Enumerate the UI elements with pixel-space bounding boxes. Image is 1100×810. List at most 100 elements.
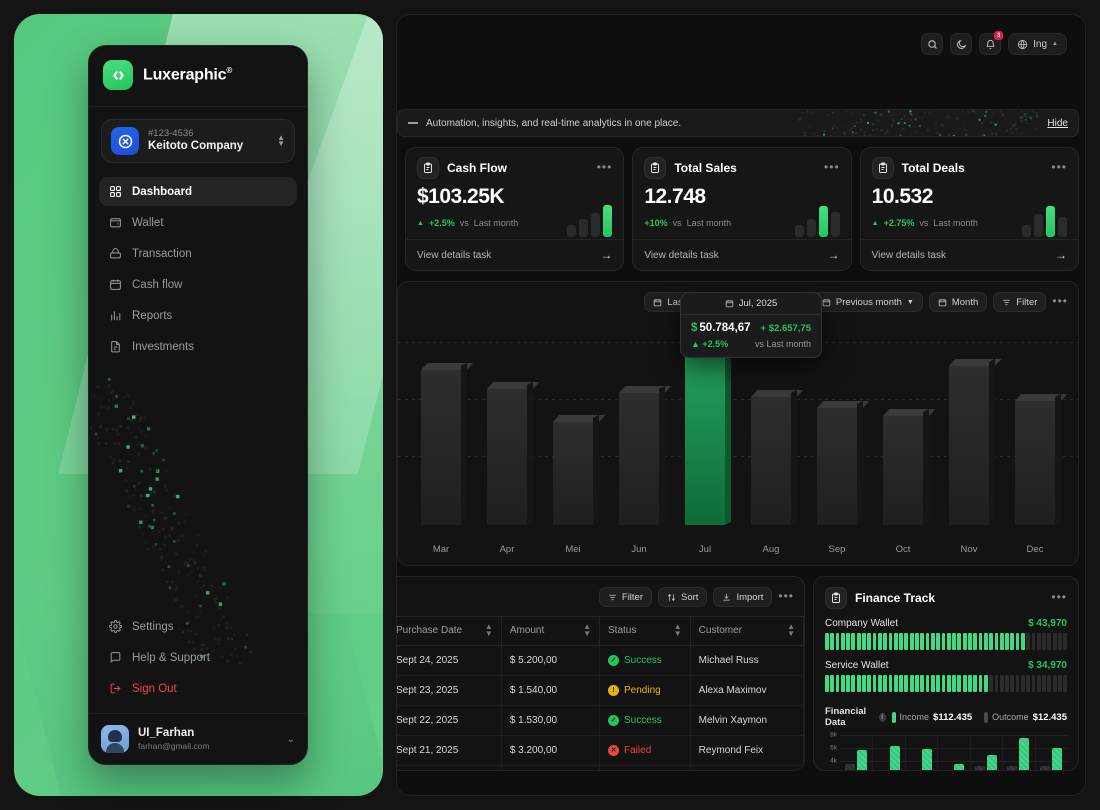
- chart-bar-column[interactable]: [540, 332, 606, 525]
- info-icon[interactable]: i: [878, 712, 886, 722]
- fd-bar-group[interactable]: [905, 735, 937, 770]
- fd-bar-income[interactable]: [954, 764, 965, 770]
- chart-bar[interactable]: [1015, 399, 1055, 525]
- search-button[interactable]: [921, 33, 944, 55]
- compare-selector[interactable]: Previous month ▼: [812, 292, 923, 312]
- stat-card-partial[interactable]: ••• →: [396, 147, 397, 271]
- notifications-button[interactable]: 3: [979, 31, 1004, 55]
- chart-bar[interactable]: [949, 365, 989, 525]
- more-options-icon[interactable]: •••: [824, 160, 840, 175]
- table-row[interactable]: Sept 20, 2025$ 1.200,00✓SuccessBayron No…: [397, 765, 804, 770]
- stat-card-total-sales[interactable]: Total Sales ••• 12.748 +10% vs Last mont…: [632, 147, 852, 271]
- chart-bar[interactable]: [817, 407, 857, 525]
- sidebar-item-cash-flow[interactable]: Cash flow: [99, 270, 297, 299]
- sidebar-item-reports[interactable]: Reports: [99, 301, 297, 330]
- finance-more-options-icon[interactable]: •••: [1051, 590, 1067, 605]
- chart-bar-column[interactable]: [738, 332, 804, 525]
- sort-arrows-icon[interactable]: ▲ ▼: [673, 622, 682, 638]
- fd-bar-income[interactable]: [857, 749, 868, 770]
- fd-bar-group[interactable]: [970, 735, 1002, 770]
- chevron-down-icon[interactable]: ⌄: [286, 733, 295, 745]
- wallet-value: $ 43,970: [1028, 618, 1067, 629]
- table-row[interactable]: Sept 24, 2025 $ 5.200,00 ✓ Success Michael R…: [397, 645, 804, 676]
- chart-bar[interactable]: [751, 395, 791, 525]
- table-row[interactable]: Sept 23, 2025 $ 1.540,00! Pending Alexa Max…: [397, 675, 804, 706]
- fd-bar-outcome[interactable]: [1039, 765, 1050, 770]
- chart-bar[interactable]: [421, 369, 461, 525]
- chart-bar[interactable]: [883, 414, 923, 525]
- chart-bar-column[interactable]: [1002, 332, 1068, 525]
- user-email: farhan@gmail.com: [138, 740, 210, 751]
- table-row[interactable]: Sept 21, 2025 $ 3.200,00 ✕ Failed Reymond Fe…: [397, 735, 804, 766]
- chart-bar-column[interactable]: [804, 332, 870, 525]
- fd-bar-outcome[interactable]: [974, 765, 985, 770]
- fd-bar-income[interactable]: [1051, 748, 1062, 770]
- fd-bar-income[interactable]: [922, 749, 933, 770]
- fd-bar-group[interactable]: [937, 735, 969, 770]
- fd-bar-group[interactable]: [840, 735, 872, 770]
- chart-tooltip: Jul, 2025 $50.784,67 + $2.657,75 ▲ +2.5%…: [680, 292, 822, 358]
- chart-bar[interactable]: [553, 420, 593, 525]
- sidebar-item-transaction[interactable]: Transaction: [99, 239, 297, 268]
- stat-footer-label: View details task: [644, 249, 719, 261]
- chart-bar-column[interactable]: [474, 332, 540, 525]
- chart-x-label: Oct: [895, 544, 911, 555]
- chart-bar-column[interactable]: [408, 332, 474, 525]
- table-import-button[interactable]: Import: [713, 587, 773, 607]
- chart-more-options-icon[interactable]: •••: [1052, 294, 1068, 309]
- fd-bar-group[interactable]: [872, 735, 904, 770]
- table-column-header[interactable]: Amount ▲ ▼: [501, 616, 601, 646]
- chart-filter-button[interactable]: Filter: [993, 292, 1047, 312]
- table-column-header[interactable]: Status ▲ ▼: [599, 616, 691, 646]
- fd-bar-outcome[interactable]: [1007, 765, 1018, 770]
- sidebar-item-help-support[interactable]: Help & Support: [99, 643, 297, 672]
- more-options-icon[interactable]: •••: [596, 160, 613, 175]
- sidebar-item-settings[interactable]: Settings: [99, 612, 297, 641]
- table-column-header[interactable]: Purchase Date ▲ ▼: [397, 616, 502, 646]
- fd-bar-outcome[interactable]: [845, 764, 856, 770]
- stat-footer-link[interactable]: View details task →: [860, 239, 1078, 270]
- fd-bar-group[interactable]: [1002, 735, 1034, 770]
- clipboard-icon: [825, 587, 847, 609]
- company-updown-chevron-icon[interactable]: ▲ ▼: [277, 132, 285, 148]
- theme-toggle-button[interactable]: [950, 33, 973, 55]
- chart-bar[interactable]: [685, 335, 725, 525]
- company-switcher[interactable]: #123-4536 Keitoto Company ▲ ▼: [101, 119, 295, 163]
- sidebar-item-sign-out[interactable]: Sign Out: [99, 674, 297, 703]
- fd-bar-income[interactable]: [1019, 738, 1030, 770]
- sidebar-item-investments[interactable]: Investments: [99, 332, 297, 361]
- stat-card-cash-flow[interactable]: Cash Flow ••• $103.25K ▲ +2.5% vs Last m…: [405, 147, 625, 271]
- wallet-segment: [909, 675, 914, 692]
- chart-bar[interactable]: [619, 392, 659, 525]
- banner-hide-button[interactable]: Hide: [1047, 117, 1068, 129]
- fd-bar-income[interactable]: [986, 754, 997, 770]
- table-row[interactable]: Sept 22, 2025 $ 1.530,00 ✓ Success Melvin Xa…: [397, 705, 804, 736]
- clipboard-icon: [644, 157, 667, 179]
- sidebar-item-dashboard[interactable]: Dashboard: [99, 177, 297, 206]
- sort-arrows-icon[interactable]: ▲ ▼: [583, 622, 592, 638]
- stat-footer-link[interactable]: View details task →: [633, 239, 851, 270]
- table-sort-button[interactable]: Sort: [658, 587, 708, 607]
- sort-arrows-icon[interactable]: ▲ ▼: [787, 622, 795, 638]
- stat-footer-link[interactable]: View details task →: [406, 239, 624, 270]
- chart-bar-column[interactable]: [870, 332, 936, 525]
- language-selector[interactable]: Ing ▲: [1008, 33, 1067, 55]
- stat-card-total-deals[interactable]: Total Deals ••• 10.532 ▲ +2.75% vs Last …: [859, 147, 1079, 271]
- table-more-options-icon[interactable]: •••: [778, 589, 794, 604]
- user-profile[interactable]: UI_Farhan farhan@gmail.com ⌄: [89, 713, 307, 764]
- more-options-icon[interactable]: •••: [1051, 160, 1067, 175]
- chart-bar-column[interactable]: [936, 332, 1002, 525]
- fd-bar-group[interactable]: [1035, 735, 1067, 770]
- chart-bar[interactable]: [487, 388, 527, 525]
- granularity-selector[interactable]: Month: [928, 292, 988, 312]
- table-column-header[interactable]: Customer ▲ ▼: [690, 616, 804, 646]
- fd-bar-income[interactable]: [889, 746, 900, 770]
- chart-bar-column[interactable]: [606, 332, 672, 525]
- stat-cards-row: ••• → Cash Flow ••• $103.25K ▲: [397, 147, 1079, 271]
- chart-bar-column[interactable]: [672, 332, 738, 525]
- table-filter-button[interactable]: Filter: [598, 587, 653, 607]
- secondary-nav: Settings Help & Support Sign Out: [89, 612, 307, 713]
- sort-arrows-icon[interactable]: ▲ ▼: [484, 622, 493, 638]
- legend-swatch-income: [891, 711, 896, 723]
- sidebar-item-wallet[interactable]: Wallet: [99, 208, 297, 237]
